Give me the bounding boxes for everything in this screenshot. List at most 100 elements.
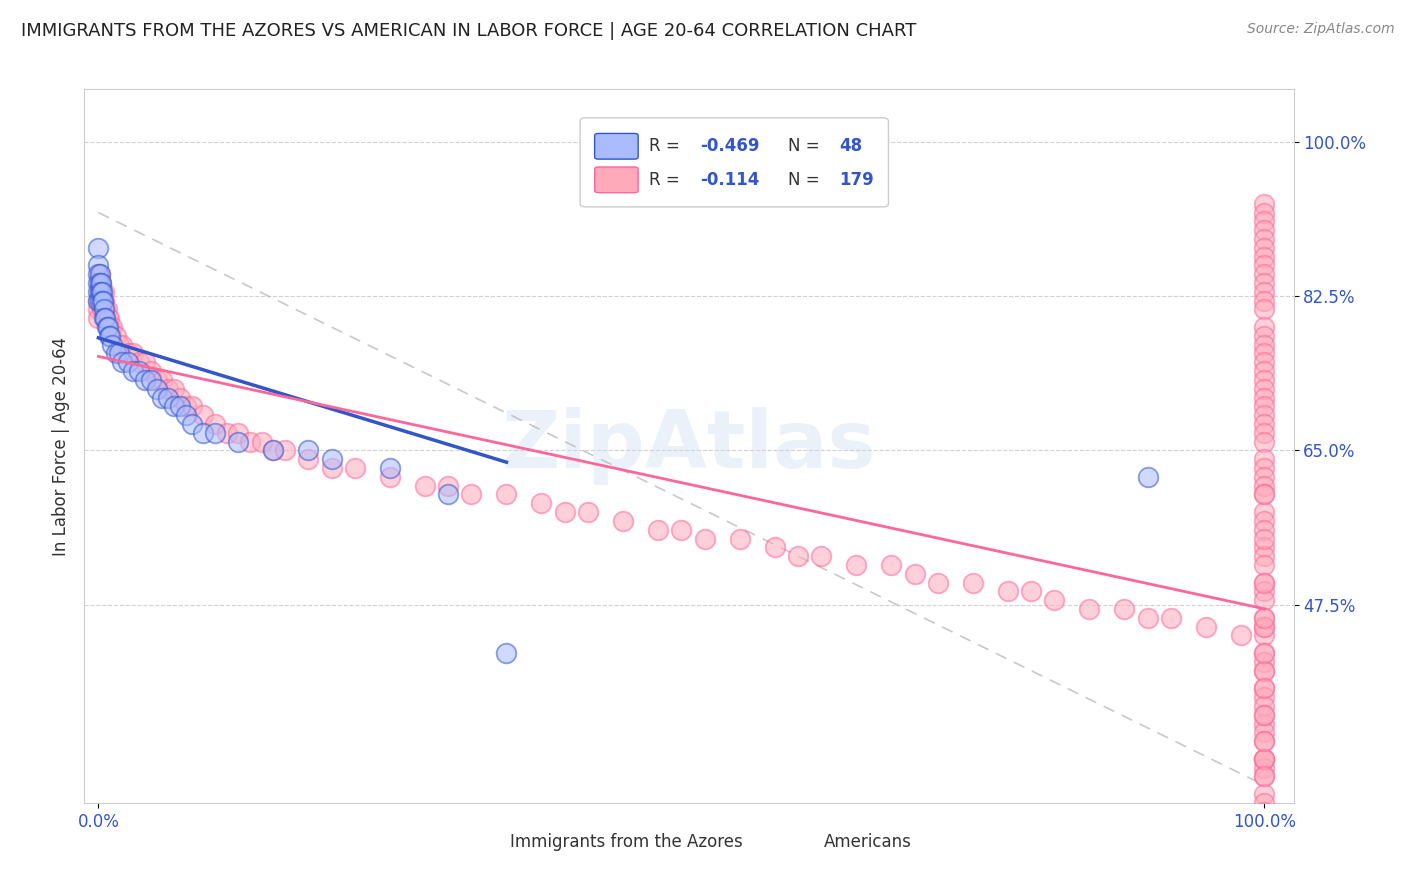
Point (87, 267, 110, 281)
Point (87, 276, 110, 290)
Y-axis label: In Labor Force | Age 20-64: In Labor Force | Age 20-64 (52, 336, 70, 556)
Point (495, 487, 517, 501)
Point (108, 346, 131, 360)
Point (98, 329, 121, 343)
Point (1253, 329, 1275, 343)
Point (1253, 461, 1275, 475)
Point (1253, 355, 1275, 369)
Point (90, 285, 112, 299)
Point (104, 346, 127, 360)
Point (180, 400, 202, 414)
Point (1253, 302, 1275, 317)
Point (612, 514, 634, 528)
Point (962, 575, 984, 590)
Point (1253, 285, 1275, 299)
Point (180, 417, 202, 431)
Point (1253, 293, 1275, 308)
Point (145, 382, 167, 396)
Point (87, 302, 110, 317)
Point (274, 443, 297, 458)
Point (117, 355, 139, 369)
Point (378, 461, 401, 475)
Point (90, 285, 112, 299)
Point (93, 293, 115, 308)
Text: Americans: Americans (824, 833, 912, 851)
Point (145, 373, 167, 387)
Point (90, 276, 112, 290)
Point (460, 487, 482, 501)
Point (139, 373, 162, 387)
Point (1253, 391, 1275, 405)
Point (1253, 541, 1275, 555)
Text: Source: ZipAtlas.com: Source: ZipAtlas.com (1247, 22, 1395, 37)
Point (1253, 214, 1275, 228)
Point (1253, 223, 1275, 237)
Point (89, 267, 111, 281)
Point (139, 364, 162, 378)
Text: -0.114: -0.114 (700, 171, 759, 189)
Text: Immigrants from the Azores: Immigrants from the Azores (510, 833, 742, 851)
Point (169, 400, 191, 414)
Point (94, 311, 117, 326)
Point (1253, 584, 1275, 599)
Point (1253, 805, 1275, 819)
Point (1253, 752, 1275, 766)
Point (1253, 796, 1275, 810)
Point (1253, 514, 1275, 528)
Point (810, 549, 832, 563)
Point (226, 425, 249, 440)
Point (1253, 487, 1275, 501)
Point (108, 337, 131, 351)
Point (787, 549, 810, 563)
Point (87, 293, 110, 308)
Point (87, 285, 110, 299)
Point (1253, 575, 1275, 590)
Text: R =: R = (650, 171, 690, 189)
Point (90, 276, 112, 290)
Point (169, 391, 191, 405)
Point (1253, 619, 1275, 633)
Text: -0.469: -0.469 (700, 137, 759, 155)
Point (91, 293, 114, 308)
Point (413, 478, 436, 492)
Point (97, 311, 120, 326)
Point (96, 320, 118, 334)
Point (1253, 478, 1275, 492)
Point (87, 241, 110, 255)
Point (1253, 707, 1275, 722)
Point (1253, 655, 1275, 669)
Point (1253, 664, 1275, 678)
Text: IMMIGRANTS FROM THE AZORES VS AMERICAN IN LABOR FORCE | AGE 20-64 CORRELATION CH: IMMIGRANTS FROM THE AZORES VS AMERICAN I… (21, 22, 917, 40)
Point (90, 293, 112, 308)
Point (111, 355, 134, 369)
Point (1253, 690, 1275, 704)
Point (1253, 752, 1275, 766)
Point (1253, 196, 1275, 211)
Point (152, 373, 174, 387)
Point (1253, 760, 1275, 774)
Point (96, 302, 118, 317)
Point (90, 302, 112, 317)
Point (1253, 769, 1275, 783)
Point (87, 311, 110, 326)
Point (1253, 575, 1275, 590)
Point (1253, 549, 1275, 563)
Point (693, 532, 716, 546)
Point (763, 541, 786, 555)
Point (262, 443, 284, 458)
Point (1253, 523, 1275, 537)
Point (1253, 337, 1275, 351)
Text: R =: R = (650, 137, 685, 155)
Point (1043, 593, 1066, 607)
FancyBboxPatch shape (450, 827, 503, 857)
Point (297, 452, 319, 467)
Point (163, 400, 186, 414)
Point (1253, 769, 1275, 783)
Point (117, 346, 139, 360)
Point (647, 523, 669, 537)
Point (215, 425, 238, 440)
Point (437, 487, 460, 501)
Point (576, 505, 599, 519)
Point (193, 425, 215, 440)
Point (297, 443, 319, 458)
